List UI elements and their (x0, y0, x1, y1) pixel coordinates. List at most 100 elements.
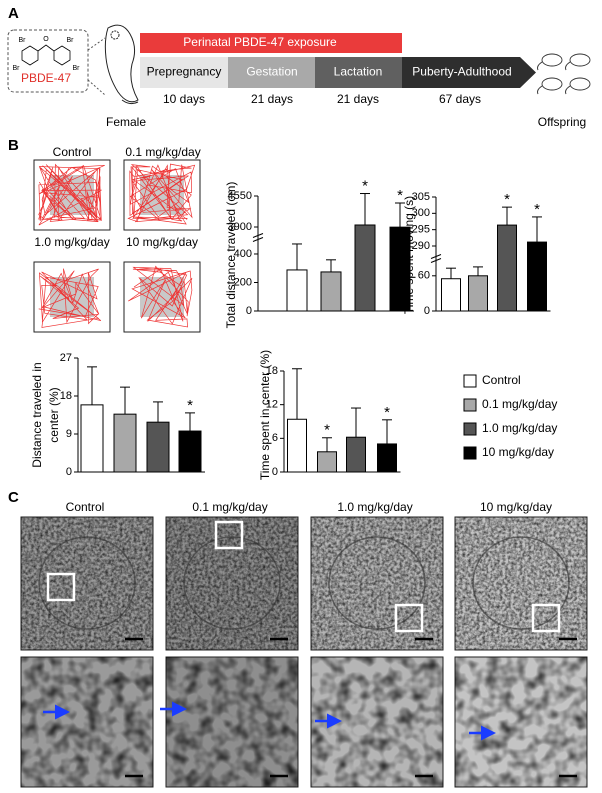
stage-label: Lactation (334, 65, 383, 79)
compound-name: PBDE-47 (21, 71, 71, 85)
axis-break (252, 233, 264, 242)
atom: Br (19, 37, 27, 44)
axis-break (430, 254, 442, 263)
y-tick-label: 27 (60, 352, 72, 364)
inset-box (531, 603, 561, 633)
track-path (127, 163, 196, 225)
y-tick-label: 305 (412, 191, 430, 203)
micrograph-texture (166, 517, 298, 650)
compound-box (7, 29, 89, 93)
y-tick-label: 12 (266, 399, 278, 411)
nucleus (472, 536, 570, 630)
stage-label: Puberty-Adulthood (412, 65, 511, 79)
nucleus (38, 536, 136, 630)
legend-label: Control (482, 373, 521, 387)
track-path (38, 268, 102, 328)
female-label: Female (106, 115, 146, 129)
y-tick-label: 0 (424, 305, 430, 317)
exposure-bar (140, 33, 402, 53)
connector (87, 79, 106, 96)
stage (315, 57, 402, 88)
y-tick-label: 9 (66, 428, 72, 440)
significance-mark: * (362, 177, 368, 194)
bar (146, 421, 170, 473)
y-axis-label: Time spent moving (s) (402, 196, 416, 314)
y-tick-label: 3900 (228, 221, 252, 233)
legend-label: 10 mg/kg/day (482, 445, 554, 459)
y-axis-label: Distance traveled in (30, 362, 44, 467)
stage (140, 57, 228, 88)
track-label: Control (53, 145, 92, 159)
significance-mark: * (534, 201, 540, 218)
offspring-mice (537, 53, 591, 95)
female-mouse (104, 24, 139, 105)
atom: Br (67, 37, 75, 44)
bar (441, 278, 461, 312)
track-path (127, 265, 193, 328)
micrograph-texture (455, 657, 587, 787)
significance-mark: * (397, 187, 403, 204)
inset-box (394, 603, 424, 633)
y-axis-label: center (%) (47, 387, 61, 442)
stage-arrow (402, 57, 536, 88)
legend-swatch (463, 398, 477, 412)
track-path (38, 163, 105, 226)
stage-label: Prepregnancy (147, 65, 222, 79)
micrograph-texture (455, 517, 587, 650)
offspring-label: Offspring (538, 115, 586, 129)
y-tick-label: 200 (234, 276, 252, 288)
legend-swatch (463, 446, 477, 460)
inset-box (46, 572, 76, 602)
bar (287, 418, 307, 473)
track-label: 10 mg/kg/day (126, 235, 198, 249)
duration-label: 10 days (163, 92, 205, 106)
y-tick-label: 0 (66, 466, 72, 478)
track-label: 0.1 mg/kg/day (125, 145, 200, 159)
y-tick-label: 290 (412, 240, 430, 252)
stage-label: Gestation (246, 65, 297, 79)
molecule (21, 44, 71, 66)
legend-swatch (463, 374, 477, 388)
legend-label: 0.1 mg/kg/day (482, 397, 557, 411)
bar (527, 241, 547, 312)
y-tick-label: 295 (412, 224, 430, 236)
atom: Br (73, 65, 81, 72)
exposure-label: Perinatal PBDE-47 exposure (183, 35, 337, 49)
bar (113, 413, 137, 473)
atom: Br (13, 65, 21, 72)
y-tick-label: 400 (234, 248, 252, 260)
y-tick-label: 60 (418, 270, 430, 282)
group-label: 10 mg/kg/day (480, 500, 552, 514)
bar (346, 436, 366, 473)
y-tick-label: 0 (272, 466, 278, 478)
panel-label: C (8, 489, 19, 506)
duration-label: 21 days (251, 92, 293, 106)
significance-mark: * (504, 191, 510, 208)
significance-mark: * (384, 404, 390, 421)
group-label: Control (66, 500, 105, 514)
y-tick-label: 0 (246, 305, 252, 317)
y-tick-label: 6 (272, 432, 278, 444)
legend-label: 1.0 mg/kg/day (482, 421, 557, 435)
y-tick-label: 18 (60, 390, 72, 402)
atom: O (43, 36, 49, 43)
bar (317, 451, 337, 473)
group-label: 1.0 mg/kg/day (337, 500, 412, 514)
nucleus (183, 536, 281, 630)
connector (87, 37, 106, 51)
group-label: 0.1 mg/kg/day (192, 500, 267, 514)
y-tick-label: 4550 (228, 190, 252, 202)
y-tick-label: 300 (412, 207, 430, 219)
bar (468, 275, 488, 312)
micrograph-texture (21, 657, 153, 787)
bar (377, 443, 397, 473)
legend-swatch (463, 422, 477, 436)
bar (497, 224, 517, 312)
stage (228, 57, 315, 88)
nucleus (328, 536, 426, 630)
y-tick-label: 18 (266, 365, 278, 377)
y-axis-label: Time spent in center (%) (258, 350, 272, 480)
duration-label: 21 days (337, 92, 379, 106)
inset-box (214, 520, 244, 550)
